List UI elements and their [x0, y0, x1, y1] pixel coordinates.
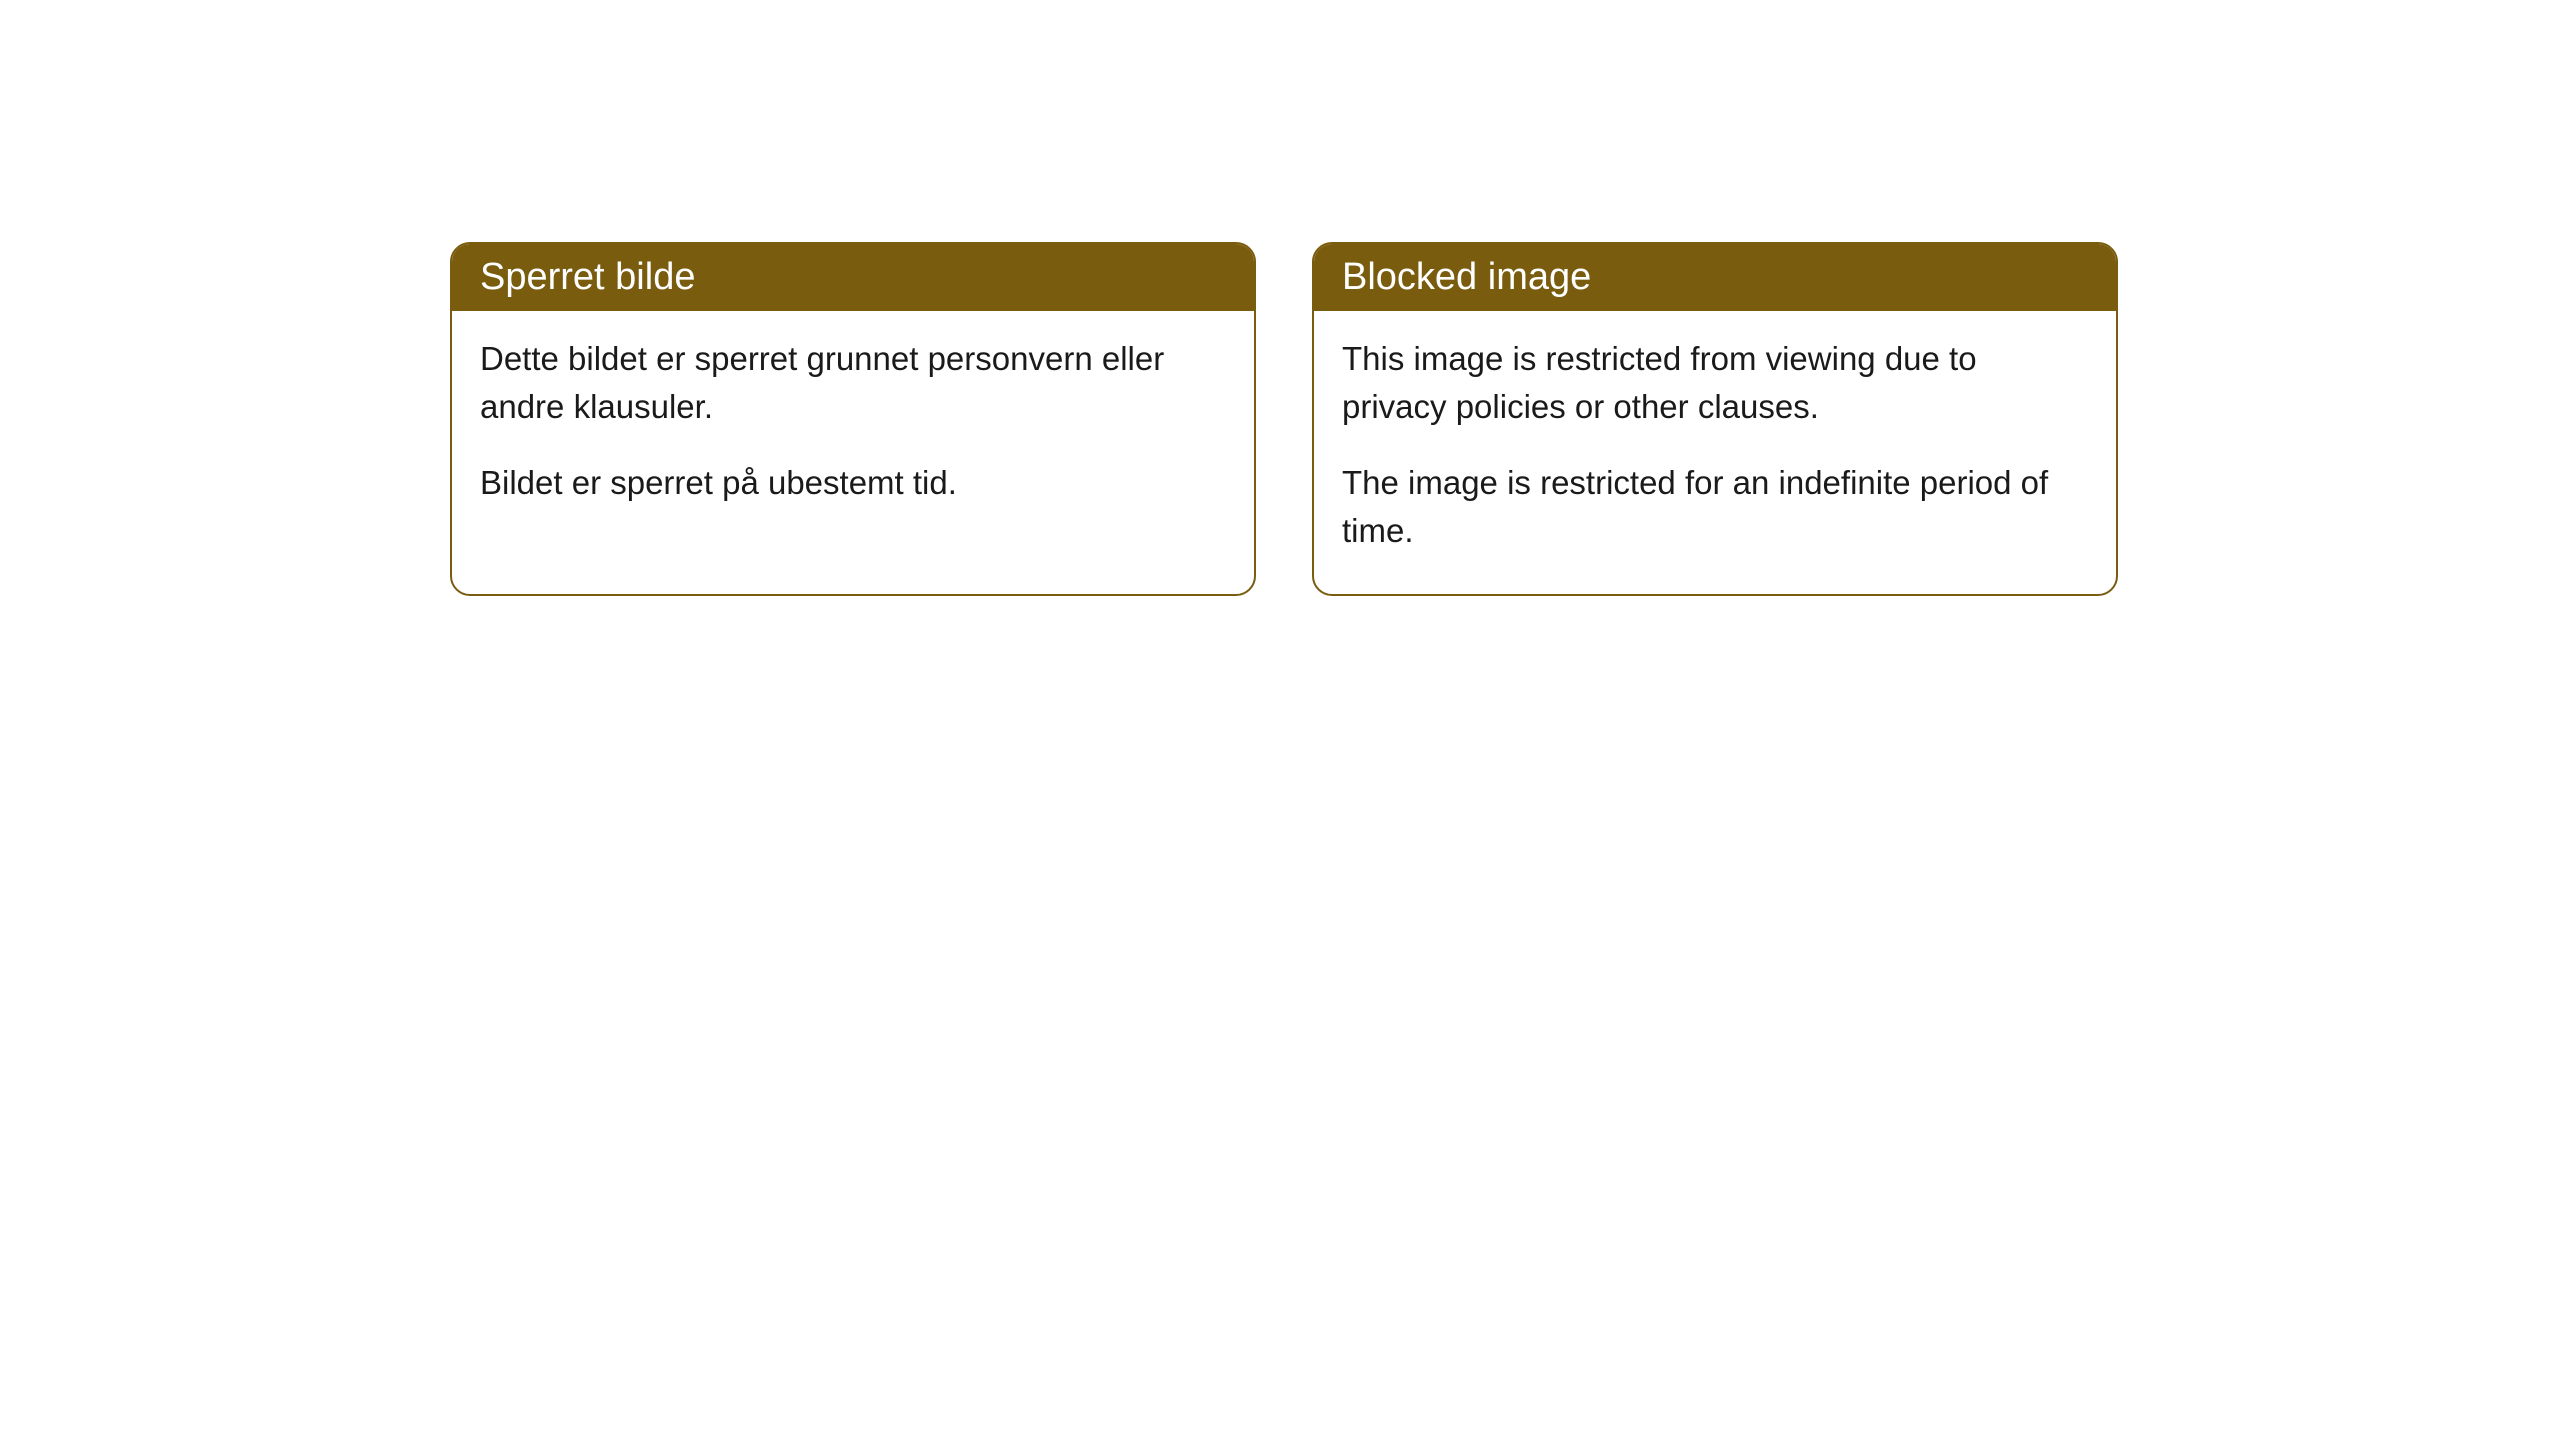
notice-body: This image is restricted from viewing du… [1314, 311, 2116, 594]
notice-paragraph: Dette bildet er sperret grunnet personve… [480, 335, 1226, 431]
notice-container: Sperret bilde Dette bildet er sperret gr… [0, 0, 2560, 596]
notice-card-english: Blocked image This image is restricted f… [1312, 242, 2118, 596]
notice-title: Blocked image [1342, 256, 1591, 298]
notice-header: Sperret bilde [452, 244, 1254, 311]
notice-paragraph: Bildet er sperret på ubestemt tid. [480, 459, 1226, 507]
notice-card-norwegian: Sperret bilde Dette bildet er sperret gr… [450, 242, 1256, 596]
notice-body: Dette bildet er sperret grunnet personve… [452, 311, 1254, 547]
notice-paragraph: The image is restricted for an indefinit… [1342, 459, 2088, 555]
notice-header: Blocked image [1314, 244, 2116, 311]
notice-paragraph: This image is restricted from viewing du… [1342, 335, 2088, 431]
notice-title: Sperret bilde [480, 256, 695, 298]
